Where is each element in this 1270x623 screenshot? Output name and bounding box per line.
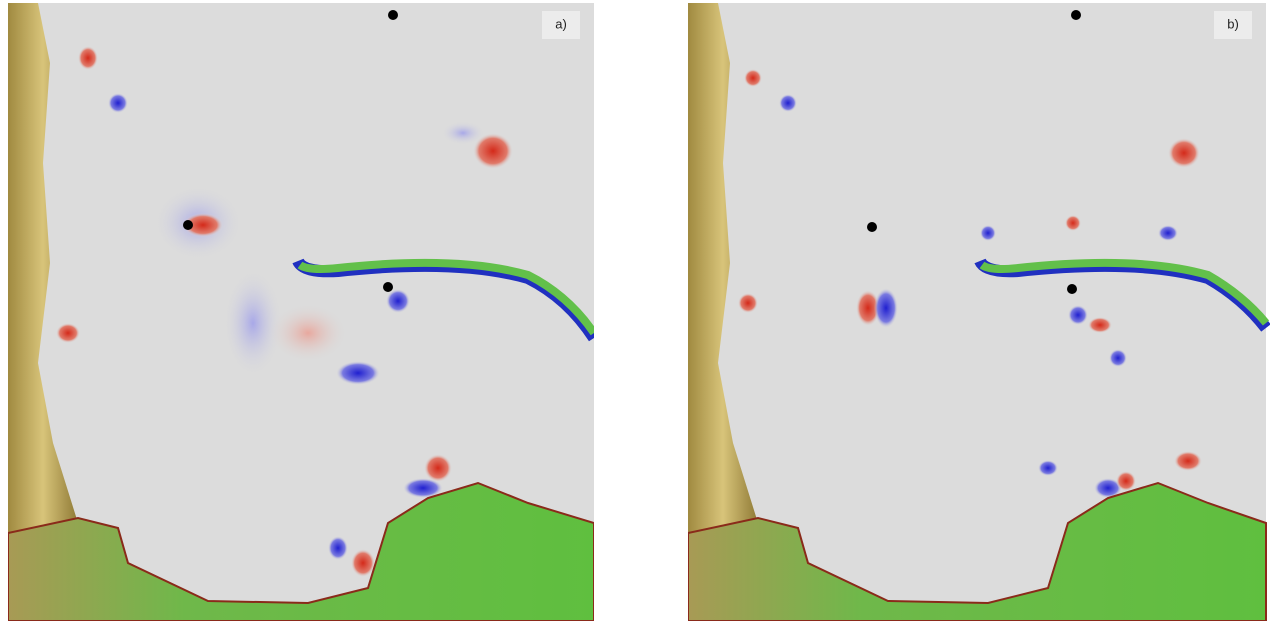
eddy xyxy=(386,289,410,313)
eddy xyxy=(1174,451,1202,471)
panel-label: a) xyxy=(555,16,567,31)
station xyxy=(867,222,877,232)
eddy xyxy=(874,288,898,328)
eddy xyxy=(108,93,128,113)
station xyxy=(1071,10,1081,20)
panel-a: a) xyxy=(8,3,594,621)
eddy xyxy=(779,94,797,112)
eddy xyxy=(1109,349,1127,367)
eddy xyxy=(424,454,452,482)
station xyxy=(1067,284,1077,294)
eddy xyxy=(56,323,80,343)
eddy xyxy=(328,536,348,560)
eddy xyxy=(738,293,758,313)
eddy xyxy=(1038,460,1058,476)
figure: a) b) xyxy=(0,0,1270,623)
eddy xyxy=(1088,317,1112,333)
page: {"panels": [{"label": "a)"}, {"label": "… xyxy=(0,0,1270,623)
panel-b: b) xyxy=(688,3,1266,621)
station xyxy=(183,220,193,230)
eddy xyxy=(268,303,348,363)
eddy xyxy=(1065,215,1081,231)
station xyxy=(388,10,398,20)
eddy xyxy=(1116,471,1136,491)
eddy xyxy=(744,69,762,87)
panel-label: b) xyxy=(1227,16,1239,31)
eddy xyxy=(351,549,375,577)
eddy xyxy=(1158,225,1178,241)
station xyxy=(383,282,393,292)
eddy xyxy=(78,46,98,70)
eddy xyxy=(1168,138,1200,168)
eddy xyxy=(1068,305,1088,325)
eddy xyxy=(441,121,485,145)
eddy xyxy=(336,361,380,385)
eddy xyxy=(980,225,996,241)
